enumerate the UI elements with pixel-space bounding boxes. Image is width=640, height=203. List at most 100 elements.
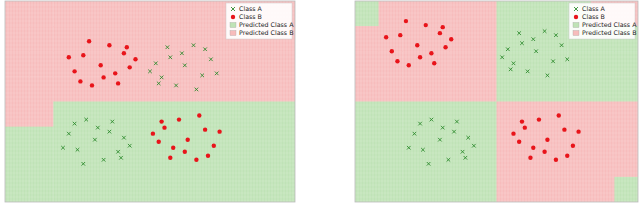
point	[177, 117, 181, 121]
legend-symbol	[574, 15, 578, 19]
region-cell	[126, 152, 151, 178]
point	[183, 64, 187, 68]
point	[81, 53, 85, 57]
point	[194, 158, 198, 162]
region-cell	[150, 26, 175, 52]
legend-label: Predicted Class A	[239, 21, 294, 28]
region-cell	[102, 152, 127, 178]
point	[398, 33, 402, 37]
point	[195, 88, 199, 92]
point	[472, 144, 476, 148]
point	[128, 144, 132, 148]
point	[160, 76, 164, 80]
legend-swatch	[573, 31, 579, 36]
region-cell	[449, 127, 473, 153]
region-cell	[247, 152, 272, 178]
point	[545, 137, 549, 141]
region-cell	[78, 152, 103, 178]
region-cell	[473, 102, 497, 128]
point	[159, 119, 163, 123]
region-cell	[473, 152, 497, 178]
point	[390, 49, 394, 53]
point	[90, 83, 94, 87]
point	[107, 43, 111, 47]
point	[407, 146, 411, 150]
region-cell	[174, 177, 199, 202]
region-cell	[78, 26, 103, 52]
region-cell	[53, 102, 78, 128]
region-cell	[473, 26, 497, 52]
region-cell	[198, 26, 223, 52]
region-cell	[426, 177, 450, 202]
legend-label: Class B	[239, 13, 262, 20]
point	[133, 57, 137, 61]
region-cell	[53, 127, 78, 153]
region-cell	[126, 127, 151, 153]
point	[166, 45, 170, 49]
legend-swatch	[230, 23, 236, 28]
point	[116, 150, 120, 154]
point	[67, 55, 71, 59]
point	[168, 156, 172, 160]
point	[174, 84, 178, 88]
point	[511, 131, 515, 135]
point	[441, 126, 445, 130]
point	[542, 150, 546, 154]
point	[82, 162, 86, 166]
point	[517, 31, 521, 35]
point	[438, 31, 442, 35]
region-cell	[223, 152, 248, 178]
point	[203, 127, 207, 131]
region-cell	[591, 102, 615, 128]
panel: Class AClass BPredicted Class APredicted…	[5, 1, 296, 203]
point	[113, 71, 117, 75]
region-cell	[198, 127, 223, 153]
point	[509, 68, 513, 72]
point	[122, 136, 126, 140]
point	[67, 132, 71, 136]
point	[197, 113, 201, 117]
point	[531, 37, 535, 41]
point	[543, 29, 547, 33]
point	[215, 72, 219, 76]
region-cell	[271, 152, 295, 178]
panel: Class AClass BPredicted Class APredicted…	[355, 1, 639, 203]
region-cell	[614, 127, 638, 153]
figure: Class AClass BPredicted Class APredicted…	[0, 0, 640, 203]
legend-label: Class B	[582, 13, 605, 20]
region-cell	[591, 152, 615, 178]
point	[102, 158, 106, 162]
point	[395, 59, 399, 63]
point	[441, 25, 445, 29]
point	[93, 138, 97, 142]
point	[517, 140, 521, 144]
region-cell	[271, 127, 295, 153]
point	[571, 144, 575, 148]
point	[128, 65, 132, 69]
region-cell	[53, 26, 78, 52]
texture	[355, 1, 638, 202]
region-cell	[102, 26, 127, 52]
frame	[355, 1, 638, 202]
point	[455, 120, 459, 124]
region-cell	[614, 102, 638, 128]
point	[415, 43, 419, 47]
point	[96, 126, 100, 130]
region-cell	[102, 177, 127, 202]
region-cell	[449, 26, 473, 52]
point	[203, 47, 207, 51]
region-cell	[223, 127, 248, 153]
region-cell	[174, 26, 199, 52]
point	[429, 51, 433, 55]
point	[209, 57, 213, 61]
point	[78, 79, 82, 83]
point	[557, 113, 561, 117]
point	[111, 120, 115, 124]
point	[421, 148, 425, 152]
legend-symbol	[231, 7, 235, 11]
region-cell	[271, 102, 295, 128]
point	[192, 43, 196, 47]
point	[554, 158, 558, 162]
point	[537, 117, 541, 121]
point	[449, 37, 453, 41]
